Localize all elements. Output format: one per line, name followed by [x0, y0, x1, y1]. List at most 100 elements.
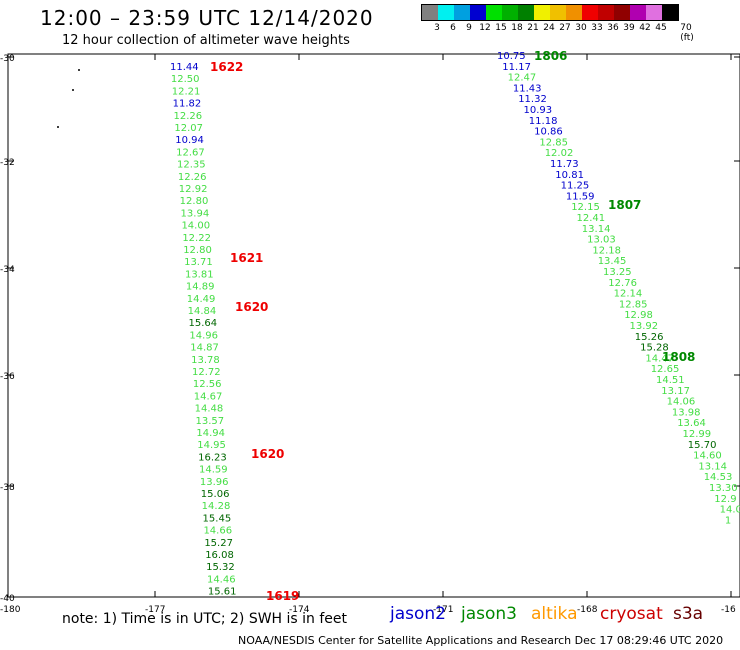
legend-tick-label: 70 (ft): [680, 23, 694, 43]
wave-height-value: 12.21: [172, 86, 201, 97]
legend-tick-label: 18: [511, 23, 523, 33]
wave-height-value: 14.47: [645, 353, 674, 364]
legend-tick-label: 21: [527, 23, 539, 33]
longitude-label: -171: [433, 605, 453, 615]
pass-time-labels: 1622 1621 1620 1620 1619 1806 1807 1808: [210, 49, 695, 603]
wave-height-value: 14.95: [197, 440, 226, 451]
satellite-jason3: jason3: [461, 604, 517, 624]
wave-height-value: 12.14: [614, 289, 643, 300]
legend-swatch-0: [422, 5, 438, 20]
pass-time-label: 1808: [662, 350, 695, 364]
legend-tick-label: 24: [543, 23, 555, 33]
satellite-s3a: s3a: [673, 604, 704, 624]
legend-tick-label: 33: [591, 23, 603, 33]
wave-height-value: 14.89: [186, 282, 215, 293]
wave-height-value: 12.18: [592, 245, 621, 256]
legend-tick-label: 39: [623, 23, 635, 33]
wave-height-value: 12.80: [183, 245, 212, 256]
latitude-label: -40: [0, 594, 15, 604]
legend-tick-label: 12: [479, 23, 491, 33]
wave-height-value: 13.78: [191, 355, 220, 366]
wave-height-value: 12.80: [180, 196, 209, 207]
legend-swatch-4: [486, 5, 502, 20]
wave-height-value: 14.46: [207, 574, 236, 585]
wave-height-value: 1: [725, 515, 731, 526]
wave-height-value: 12.22: [182, 233, 211, 244]
wave-height-value: 13.17: [661, 386, 690, 397]
longitude-label: -177: [145, 605, 165, 615]
pass-time-label: 1622: [210, 60, 243, 74]
wave-height-value: 11.32: [518, 94, 547, 105]
wave-height-value: 13.81: [185, 269, 214, 280]
legend-swatch-13: [630, 5, 646, 20]
wave-height-value: 13.98: [672, 407, 701, 418]
longitude-label: -168: [577, 605, 598, 615]
wave-height-value: 12.02: [545, 148, 574, 159]
wave-height-value: 12.35: [177, 160, 206, 171]
longitude-label: -16: [721, 605, 736, 615]
wave-height-value: 11.43: [513, 83, 542, 94]
wave-height-value: 13.45: [598, 256, 627, 267]
wave-height-value: 12.92: [179, 184, 208, 195]
legend-ticks: 3 6 9 12 15 18 21 24 27 30 33 36 39 42 45 70 (ft): [421, 21, 694, 43]
wave-height-value: 12.56: [193, 379, 222, 390]
wave-height-value: 15.70: [688, 440, 717, 451]
wave-height-value: 12.50: [171, 74, 200, 85]
wave-height-value: 15.64: [188, 318, 217, 329]
wave-height-value: 12.99: [683, 429, 712, 440]
longitude-label: -174: [289, 605, 310, 615]
satellite-cryosat: cryosat: [600, 604, 663, 624]
wave-height-value: 14.87: [190, 343, 219, 354]
satellite-tracks: 11.4412.5012.2111.8212.2612.0710.9412.67…: [170, 51, 740, 598]
wave-height-value: 12.47: [508, 73, 537, 84]
wave-height-value: 10.94: [175, 135, 204, 146]
legend-swatch-14: [646, 5, 662, 20]
legend-swatch-6: [518, 5, 534, 20]
legend-swatch-15: [662, 5, 678, 20]
wave-height-value: 11.18: [529, 116, 558, 127]
wave-height-value: 11.44: [170, 62, 199, 73]
wave-height-value: 14.0: [720, 505, 740, 516]
map-frame: [7, 53, 740, 598]
wave-height-value: 15.27: [204, 538, 233, 549]
legend-swatch-11: [598, 5, 614, 20]
map-subtitle: 12 hour collection of altimeter wave hei…: [62, 33, 350, 48]
wave-height-value: 12.85: [539, 137, 568, 148]
latitude-label: -34: [0, 265, 15, 275]
legend-swatch-5: [502, 5, 518, 20]
wave-height-value: 12.76: [608, 278, 637, 289]
plot-border: [7, 53, 740, 598]
satellite-jason2: jason2: [390, 604, 446, 624]
satellite-altika: altika: [531, 604, 578, 624]
credit-line: NOAA/NESDIS Center for Satellite Applica…: [238, 634, 724, 647]
wave-height-value: 13.25: [603, 267, 632, 278]
wave-height-value: 13.30: [709, 483, 738, 494]
wave-height-value: 14.28: [202, 501, 231, 512]
wave-height-value: 14.84: [188, 306, 217, 317]
wave-height-value: 14.59: [199, 465, 228, 476]
wave-height-value: 14.60: [693, 451, 722, 462]
legend-tick-label: 15: [495, 23, 507, 33]
wave-height-value: 14.49: [187, 294, 216, 305]
wave-height-value: 13.03: [587, 235, 616, 246]
wave-height-value: 13.14: [698, 461, 727, 472]
legend-swatch-3: [470, 5, 486, 20]
wave-height-value: 14.94: [196, 428, 225, 439]
wave-height-color-legend: 3 6 9 12 15 18 21 24 27 30 33 36 39 42 45 70 (ft): [421, 4, 694, 43]
wave-height-value: 14.06: [667, 397, 696, 408]
latitude-label: -38: [0, 483, 15, 493]
wave-height-value: 11.59: [566, 191, 595, 202]
legend-swatch-12: [614, 5, 630, 20]
wave-height-value: 15.45: [203, 513, 232, 524]
land-dots: [57, 69, 80, 128]
wave-height-value: 11.73: [550, 159, 579, 170]
longitude-label: -180: [0, 605, 21, 615]
wave-height-value: 13.14: [582, 224, 611, 235]
pass-time-label: 1806: [534, 49, 567, 63]
pass-time-label: 1620: [251, 447, 284, 461]
legend-tick-label: 30: [575, 23, 587, 33]
wave-height-value: 12.72: [192, 367, 221, 378]
wave-height-value: 15.28: [640, 343, 669, 354]
wave-height-value: 16.08: [205, 550, 234, 561]
